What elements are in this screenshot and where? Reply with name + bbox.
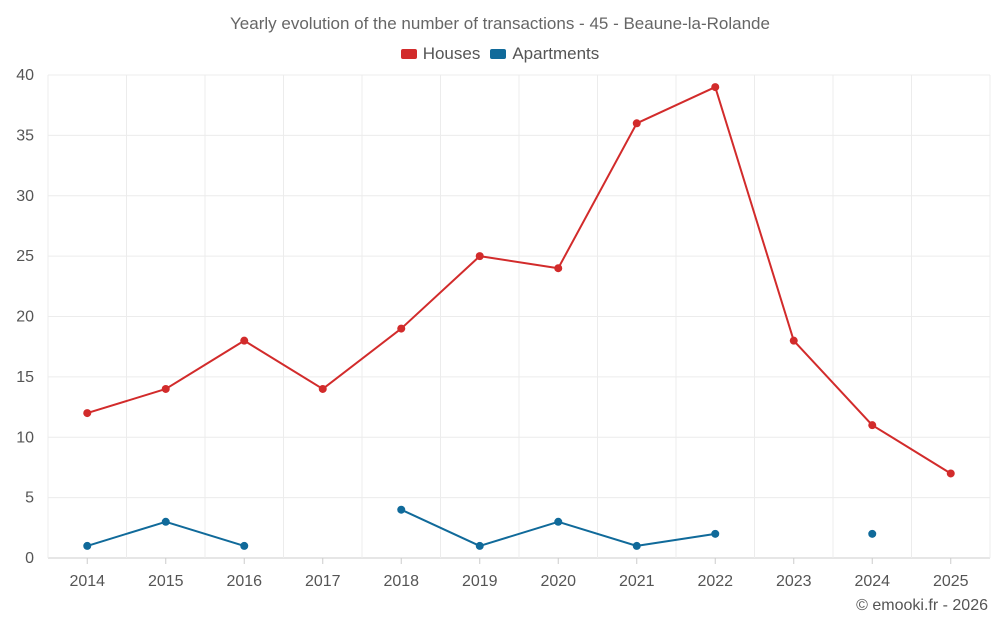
legend-label-apartments: Apartments [512, 44, 600, 63]
legend-item-houses[interactable]: Houses [400, 44, 481, 64]
x-tick-label: 2023 [776, 573, 812, 590]
y-tick-label: 40 [16, 67, 34, 84]
data-point-apartments [554, 517, 563, 526]
data-point-apartments [240, 541, 249, 550]
legend-item-apartments[interactable]: Apartments [490, 44, 599, 64]
data-point-apartments [711, 529, 720, 538]
x-tick-label: 2024 [854, 573, 890, 590]
data-point-houses [946, 469, 955, 478]
legend-swatch-apartments [490, 49, 507, 59]
data-point-apartments [83, 541, 92, 550]
data-point-houses [161, 384, 170, 393]
x-tick-label: 2014 [69, 573, 105, 590]
series-line-houses [86, 86, 952, 475]
data-point-houses [632, 119, 641, 128]
data-point-apartments [868, 529, 877, 538]
y-tick-label: 0 [25, 550, 34, 567]
data-point-houses [554, 264, 563, 273]
y-tick-label: 5 [25, 490, 34, 507]
data-point-apartments [475, 541, 484, 550]
data-point-houses [83, 409, 92, 418]
data-point-apartments [397, 505, 406, 514]
x-tick-label: 2025 [933, 573, 969, 590]
data-point-houses [318, 384, 327, 393]
y-tick-label: 10 [16, 429, 34, 446]
data-point-houses [240, 336, 249, 345]
legend: Houses Apartments [0, 44, 1000, 64]
x-tick-label: 2017 [305, 573, 341, 590]
data-point-houses [868, 421, 877, 430]
legend-swatch-houses [400, 49, 417, 59]
data-point-apartments [632, 541, 641, 550]
y-tick-label: 15 [16, 369, 34, 386]
x-tick-label: 2016 [226, 573, 262, 590]
x-tick-label: 2019 [462, 573, 498, 590]
x-tick-label: 2021 [619, 573, 655, 590]
copyright-footer: © emooki.fr - 2026 [856, 597, 988, 614]
data-point-houses [789, 336, 798, 345]
x-tick-label: 2018 [383, 573, 419, 590]
x-tick-label: 2022 [697, 573, 733, 590]
data-point-houses [475, 252, 484, 261]
y-tick-label: 25 [16, 248, 34, 265]
series-line-apartments [400, 508, 716, 547]
chart-title: Yearly evolution of the number of transa… [230, 14, 770, 33]
data-point-houses [397, 324, 406, 333]
data-point-apartments [161, 517, 170, 526]
y-tick-label: 20 [16, 309, 34, 326]
x-tick-label: 2020 [540, 573, 576, 590]
x-tick-label: 2015 [148, 573, 184, 590]
legend-label-houses: Houses [422, 44, 481, 63]
y-tick-label: 35 [16, 127, 34, 144]
data-point-houses [711, 83, 720, 92]
y-tick-label: 30 [16, 188, 34, 205]
